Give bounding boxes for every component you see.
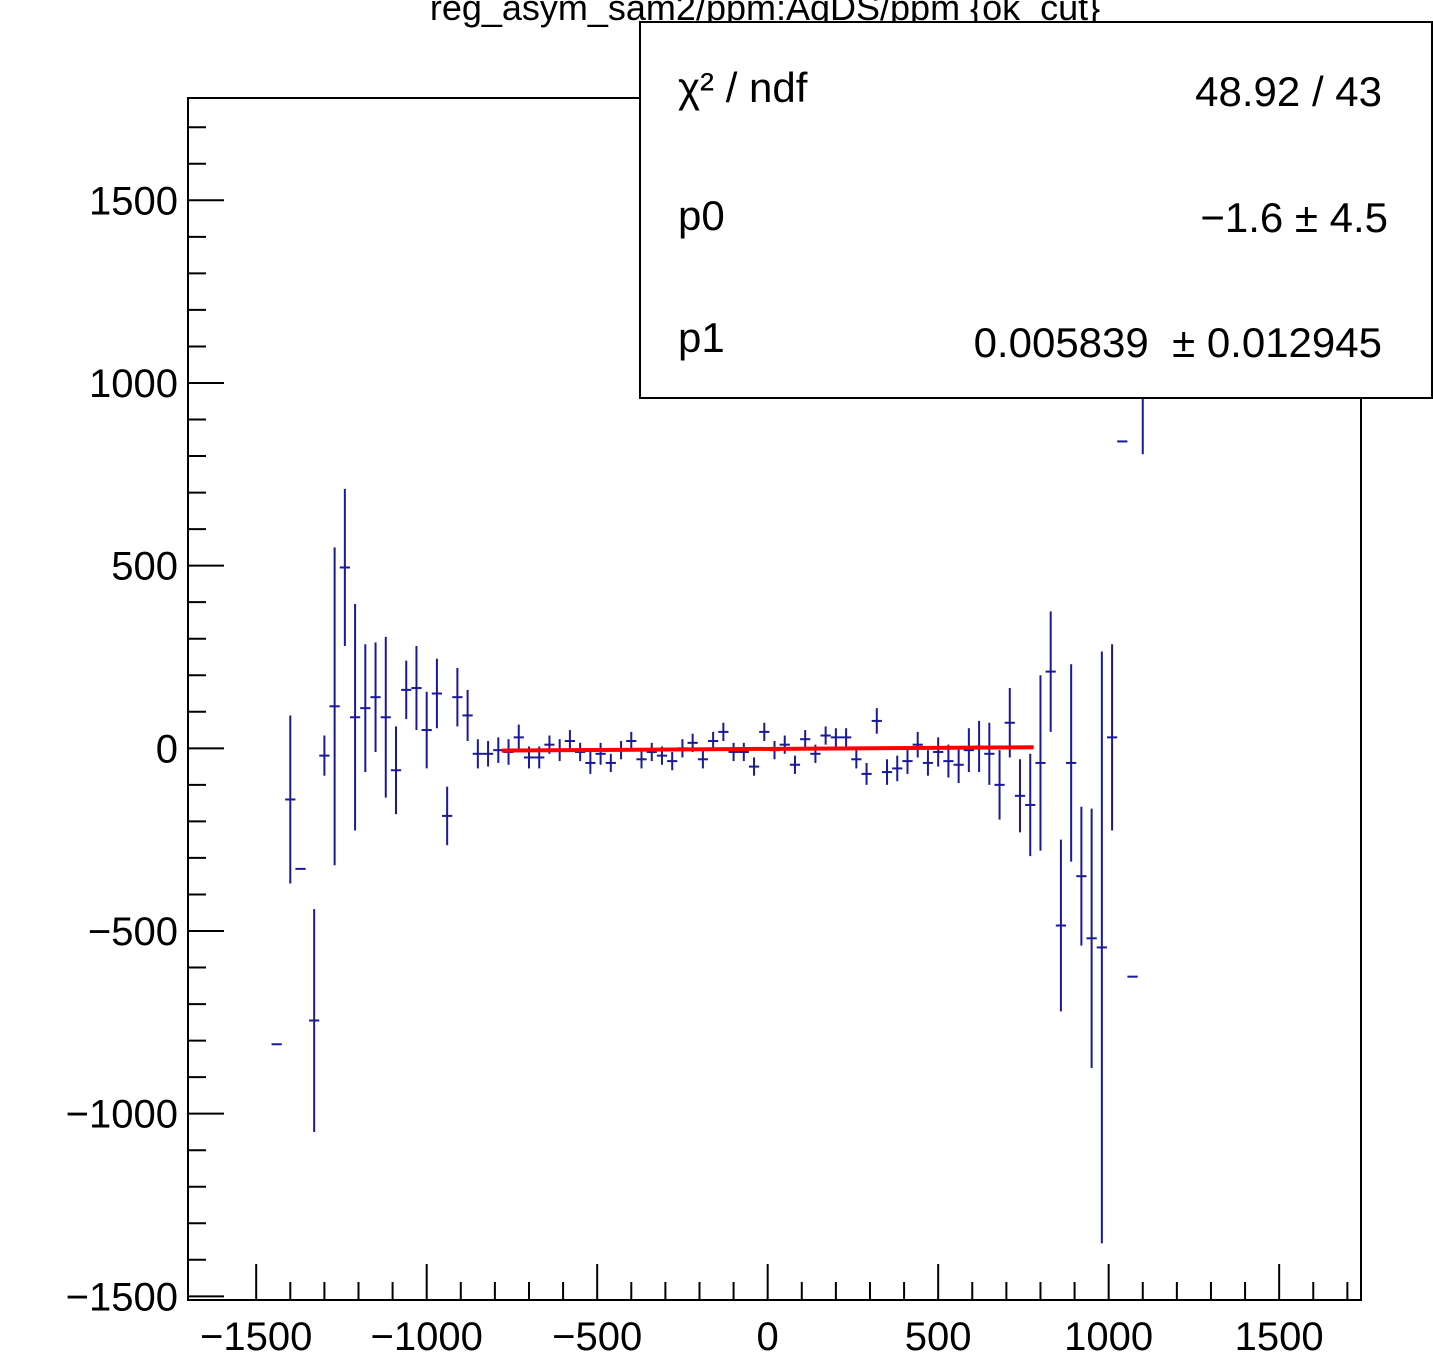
y-tick-label: 1500 xyxy=(89,179,178,223)
y-tick-label: −500 xyxy=(88,910,178,954)
data-point xyxy=(728,742,739,762)
data-point xyxy=(585,751,596,774)
x-axis: −1500 −1000 −500 0 500 1000 1500 xyxy=(200,1264,1349,1355)
data-point xyxy=(349,604,361,831)
x-tick-label: −500 xyxy=(552,1315,642,1355)
data-point xyxy=(513,724,524,751)
data-point xyxy=(789,755,801,774)
data-point xyxy=(309,909,320,1132)
fit-curve xyxy=(501,745,1034,753)
data-point xyxy=(912,731,923,758)
stats-box: χ² / ndf 48.92 / 43 p0 −1.6 ± 4.5 p1 0.0… xyxy=(639,21,1433,399)
data-point xyxy=(390,726,402,815)
data-point xyxy=(285,715,296,884)
data-point xyxy=(871,708,882,734)
data-point xyxy=(851,750,862,769)
data-point xyxy=(380,636,391,798)
stat-label-chi2: χ² / ndf xyxy=(678,64,808,111)
data-point xyxy=(442,786,453,846)
stat-label-p0: p0 xyxy=(678,192,725,239)
x-tick-label: 1500 xyxy=(1235,1315,1324,1355)
data-point xyxy=(339,488,350,647)
data-point xyxy=(718,722,729,742)
data-point xyxy=(861,762,872,785)
data-point xyxy=(759,722,770,742)
data-point xyxy=(595,742,606,765)
stat-value-p0: −1.6 ± 4.5 xyxy=(1200,194,1388,241)
data-point xyxy=(697,750,709,769)
stats-box-frame xyxy=(639,21,1433,399)
data-point xyxy=(1014,759,1026,833)
data-point xyxy=(370,642,381,752)
data-point xyxy=(738,742,749,762)
data-point xyxy=(892,755,903,782)
y-tick-label: 500 xyxy=(111,545,178,589)
x-tick-label: 0 xyxy=(757,1315,779,1355)
y-tick-label: 0 xyxy=(156,727,178,771)
data-point xyxy=(421,691,432,769)
data-point xyxy=(646,742,657,762)
data-point xyxy=(943,744,954,778)
data-point xyxy=(840,728,852,747)
data-points xyxy=(271,340,1148,1244)
data-point xyxy=(1086,808,1097,1069)
data-point xyxy=(360,644,371,773)
data-point xyxy=(319,735,330,776)
data-point xyxy=(636,750,647,769)
data-point xyxy=(800,730,811,749)
data-point xyxy=(411,646,422,731)
data-point xyxy=(994,750,1005,820)
data-point xyxy=(472,739,483,769)
stat-value-chi2: 48.92 / 43 xyxy=(1195,68,1382,115)
data-point xyxy=(431,658,443,729)
y-tick-label: −1000 xyxy=(66,1093,178,1137)
data-point xyxy=(953,746,964,784)
data-point xyxy=(1076,806,1087,946)
data-point xyxy=(902,748,913,774)
data-point xyxy=(1045,611,1056,732)
data-point xyxy=(933,737,944,767)
data-point xyxy=(626,731,637,751)
data-point xyxy=(1066,664,1077,862)
data-point xyxy=(1106,644,1118,831)
stat-label-p1: p1 xyxy=(678,314,725,361)
y-tick-label: 1000 xyxy=(89,362,178,406)
data-point xyxy=(1055,839,1067,1012)
data-point xyxy=(748,757,760,776)
data-point xyxy=(1096,651,1107,1244)
data-point xyxy=(667,751,678,771)
y-axis: −1500 −1000 −500 0 500 1000 1500 xyxy=(66,126,224,1319)
data-point xyxy=(462,689,473,742)
x-tick-label: 500 xyxy=(905,1315,972,1355)
x-tick-label: 1000 xyxy=(1064,1315,1153,1355)
data-point xyxy=(708,731,719,751)
fit-line xyxy=(501,745,1034,753)
data-point xyxy=(984,722,995,785)
data-point xyxy=(401,660,412,720)
data-point xyxy=(452,667,463,727)
data-point xyxy=(963,728,974,773)
data-point xyxy=(881,759,893,785)
y-tick-label: −1500 xyxy=(66,1275,178,1319)
data-point xyxy=(922,750,934,776)
data-point xyxy=(830,728,841,747)
data-point xyxy=(1035,675,1046,851)
data-point xyxy=(605,753,616,773)
x-tick-label: −1500 xyxy=(200,1315,312,1355)
data-point xyxy=(820,726,831,745)
data-point xyxy=(1025,753,1036,857)
x-tick-label: −1000 xyxy=(371,1315,483,1355)
data-point xyxy=(779,735,790,754)
data-point xyxy=(482,741,494,767)
stat-value-p1: 0.005839 ± 0.012945 xyxy=(974,319,1382,366)
data-point xyxy=(329,547,340,866)
